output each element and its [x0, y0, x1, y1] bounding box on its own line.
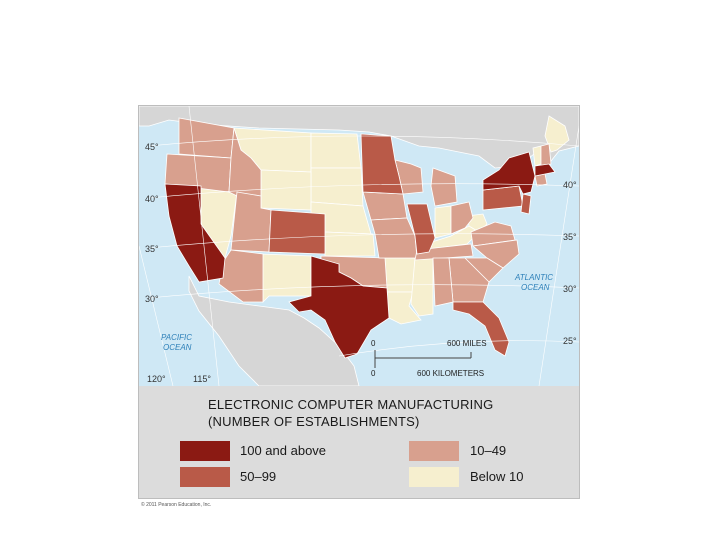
state-new-mexico	[260, 253, 312, 303]
state-alabama	[432, 257, 454, 307]
scale-bar: 0 600 MILES 0 600 KILOMETERS	[371, 339, 487, 378]
lat-line-30	[148, 284, 579, 299]
lon-line-70	[538, 125, 579, 386]
state-vermont	[532, 145, 542, 167]
scale-zero-top: 0	[371, 339, 376, 348]
lat-line-35	[148, 233, 579, 249]
lon-line-115	[188, 106, 220, 386]
state-missouri	[370, 217, 418, 259]
state-texas	[288, 255, 390, 359]
state-illinois	[406, 203, 436, 255]
lat-label-25-right: 25°	[563, 336, 577, 346]
state-north-dakota	[310, 132, 362, 169]
us-map: 0 600 MILES 0 600 KILOMETERS ATLANTIC OC…	[139, 106, 579, 386]
lon-label-115: 115°	[193, 374, 211, 384]
state-massachusetts	[534, 163, 556, 177]
legend-label-100-plus: 100 and above	[240, 443, 327, 458]
state-mississippi	[410, 257, 434, 317]
legend-label-50-99: 50–99	[240, 469, 277, 484]
legend-title: ELECTRONIC COMPUTER MANUFACTURING (NUMBE…	[208, 396, 493, 430]
atlantic-label-2: OCEAN	[521, 283, 550, 292]
state-indiana	[434, 205, 452, 239]
copyright-notice: © 2011 Pearson Education, Inc.	[141, 502, 212, 508]
pacific-label-1: PACIFIC	[161, 333, 192, 342]
state-south-dakota	[310, 167, 364, 207]
state-ohio	[450, 201, 474, 235]
state-iowa	[362, 191, 408, 221]
lat-label-45-left: 45°	[145, 142, 159, 152]
state-arkansas	[384, 257, 416, 293]
scale-miles: 600 MILES	[447, 339, 487, 348]
legend-swatch-100-plus	[180, 441, 230, 461]
states-100-plus	[164, 151, 556, 359]
map-legend: ELECTRONIC COMPUTER MANUFACTURING (NUMBE…	[139, 386, 579, 498]
lon-label-120: 120°	[147, 374, 166, 384]
state-florida	[452, 301, 510, 357]
lat-label-35-right: 35°	[563, 232, 577, 242]
legend-swatch-below-10	[409, 467, 459, 487]
legend-title-line2: (NUMBER OF ESTABLISHMENTS)	[208, 414, 420, 429]
lat-line-25	[338, 340, 579, 357]
lat-label-35-left: 35°	[145, 244, 159, 254]
map-figure: 0 600 MILES 0 600 KILOMETERS ATLANTIC OC…	[138, 105, 580, 499]
atlantic-label-1: ATLANTIC	[514, 273, 553, 282]
state-north-carolina	[472, 239, 520, 269]
us-map-svg: 0 600 MILES 0 600 KILOMETERS ATLANTIC OC…	[139, 106, 579, 386]
state-maine	[544, 115, 570, 153]
lat-label-40-left: 40°	[145, 194, 159, 204]
states-10-49	[164, 117, 552, 307]
state-arizona	[218, 249, 264, 303]
state-california	[164, 183, 226, 283]
graticule	[139, 106, 579, 386]
state-tennessee	[414, 243, 474, 261]
state-new-jersey	[520, 193, 532, 215]
lat-label-30-right: 30°	[563, 284, 577, 294]
state-new-hampshire	[540, 143, 552, 167]
pacific-label-2: OCEAN	[163, 343, 192, 352]
state-wyoming	[260, 169, 312, 211]
lat-line-40	[148, 183, 579, 199]
legend-title-line1: ELECTRONIC COMPUTER MANUFACTURING	[208, 397, 494, 412]
lat-label-40-right: 40°	[563, 180, 577, 190]
state-new-york	[482, 151, 536, 195]
legend-swatch-50-99	[180, 467, 230, 487]
state-michigan	[430, 167, 458, 207]
lon-line-120	[139, 245, 174, 386]
state-colorado	[268, 209, 326, 255]
lat-line-45	[148, 135, 579, 147]
legend-swatch-10-49	[409, 441, 459, 461]
legend-label-10-49: 10–49	[470, 443, 507, 458]
lat-label-30-left: 30°	[145, 294, 159, 304]
scale-zero-bottom: 0	[371, 369, 376, 378]
legend-label-below-10: Below 10	[470, 469, 524, 484]
states-below-10	[200, 115, 570, 325]
scale-kilometers: 600 KILOMETERS	[417, 369, 484, 378]
